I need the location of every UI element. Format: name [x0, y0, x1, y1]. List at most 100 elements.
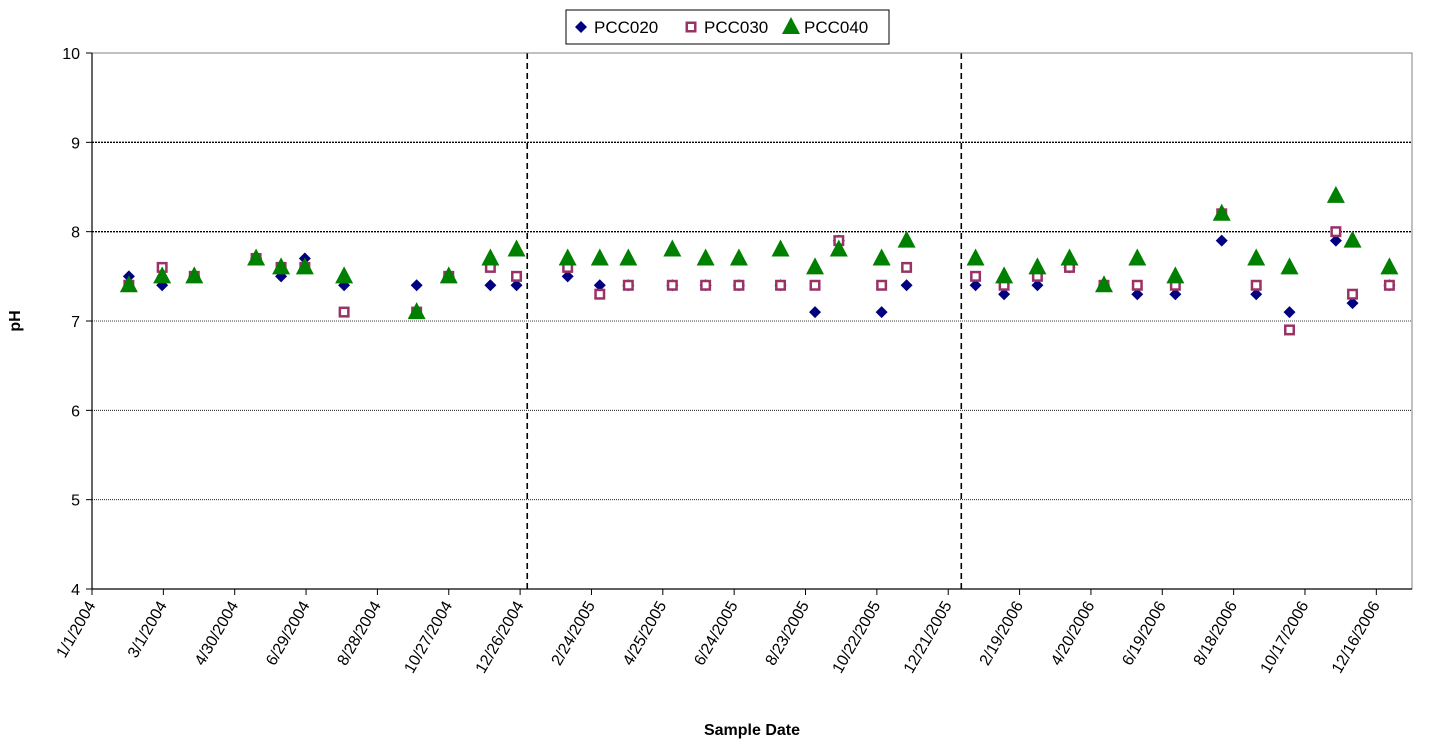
diamond-data-point — [410, 279, 423, 292]
y-tick-label: 6 — [71, 403, 80, 420]
square-data-point-inner — [669, 282, 676, 289]
x-tick-label: 4/20/2006 — [1048, 598, 1098, 668]
legend-triangle-icon — [782, 17, 800, 34]
square-data-point-inner — [1349, 291, 1356, 298]
triangle-data-point — [1326, 185, 1345, 203]
diamond-data-point — [593, 279, 606, 292]
triangle-data-point — [247, 248, 266, 266]
x-tick-label: 2/19/2006 — [977, 598, 1027, 668]
triangle-data-point — [1380, 257, 1399, 275]
square-data-point-inner — [1286, 326, 1293, 333]
diamond-data-point — [998, 288, 1011, 301]
triangle-data-point — [619, 248, 638, 266]
triangle-data-point — [1095, 275, 1113, 293]
x-tick-label: 10/22/2005 — [830, 598, 885, 676]
triangle-data-point — [1343, 230, 1362, 248]
triangle-data-point — [966, 248, 985, 266]
triangle-data-point — [729, 248, 748, 266]
square-data-point — [1347, 288, 1359, 300]
triangle-data-point — [806, 257, 825, 275]
square-data-point — [1330, 226, 1342, 238]
square-data-point — [666, 279, 678, 291]
square-data-point — [809, 279, 821, 291]
triangle-data-point — [507, 239, 526, 257]
grid-layer — [92, 141, 1412, 501]
legend-item-pcc030: PCC030 — [685, 18, 768, 37]
triangle-data-point — [696, 248, 715, 266]
axis-layer — [86, 52, 1412, 595]
triangle-data-point — [663, 239, 682, 257]
diamond-data-point — [510, 279, 523, 292]
square-data-point-inner — [487, 264, 494, 271]
square-data-point — [1169, 279, 1181, 291]
triangle-data-point — [771, 239, 790, 257]
triangle-data-point — [1280, 257, 1299, 275]
square-data-point-inner — [1172, 282, 1179, 289]
x-tick-label: 12/26/2004 — [473, 598, 528, 676]
x-tick-label: 3/1/2004 — [125, 598, 171, 661]
triangle-data-point — [439, 266, 458, 284]
triangle-data-point — [1128, 248, 1147, 266]
y-tick-label: 8 — [71, 225, 80, 242]
diamond-data-point — [900, 279, 913, 292]
triangle-data-point — [1247, 248, 1266, 266]
legend-diamond-icon — [575, 21, 587, 33]
triangle-data-point — [481, 248, 500, 266]
x-tick-label: 6/24/2005 — [691, 598, 741, 668]
data-markers — [119, 185, 1399, 336]
square-data-point-inner — [625, 282, 632, 289]
square-data-point-inner — [564, 264, 571, 271]
legend-item-pcc020: PCC020 — [575, 18, 658, 37]
y-axis-title: pH — [7, 310, 24, 331]
square-data-point — [1064, 261, 1076, 273]
square-data-point — [594, 288, 606, 300]
x-tick-label: 10/17/2006 — [1258, 598, 1313, 676]
square-data-point — [484, 261, 496, 273]
triangle-data-point — [407, 302, 426, 320]
diamond-data-point — [809, 306, 822, 319]
square-data-point — [622, 279, 634, 291]
diamond-data-point — [969, 279, 982, 292]
square-data-point-inner — [878, 282, 885, 289]
square-data-point-inner — [903, 264, 910, 271]
square-data-point-inner — [513, 273, 520, 280]
diamond-data-point — [1346, 297, 1359, 310]
x-tick-label: 8/23/2005 — [763, 598, 813, 668]
square-data-point — [876, 279, 888, 291]
y-tick-label: 4 — [71, 582, 80, 599]
y-tick-label: 5 — [71, 493, 80, 510]
diamond-data-point — [1031, 279, 1044, 292]
triangle-data-point — [1166, 266, 1185, 284]
triangle-data-point — [995, 266, 1014, 284]
square-data-point — [775, 279, 787, 291]
triangle-data-point — [872, 248, 891, 266]
legend-triangle-marker — [782, 17, 800, 34]
triangle-data-point — [558, 248, 577, 266]
square-data-point — [700, 279, 712, 291]
x-tick-label: 4/30/2004 — [192, 598, 242, 668]
square-data-point — [733, 279, 745, 291]
square-data-point — [998, 279, 1010, 291]
diamond-data-point — [561, 270, 574, 283]
y-tick-labels: 4 5 6 7 8 9 10 — [62, 46, 80, 599]
square-data-point-inner — [777, 282, 784, 289]
legend-label-pcc040: PCC040 — [804, 18, 868, 37]
triangle-data-point — [1060, 248, 1079, 266]
legend: PCC020 PCC030 PCC040 — [565, 9, 890, 45]
triangle-data-point — [335, 266, 354, 284]
x-tick-label: 12/21/2005 — [901, 598, 956, 676]
legend-box — [565, 9, 890, 45]
legend-label-pcc020: PCC020 — [594, 18, 658, 37]
square-data-point-inner — [702, 282, 709, 289]
square-data-point — [338, 306, 350, 318]
legend-square-icon-inner — [688, 24, 694, 30]
square-data-point — [511, 270, 523, 282]
y-tick-label: 10 — [62, 46, 80, 63]
diamond-data-point — [1250, 288, 1263, 301]
square-data-point-inner — [1066, 264, 1073, 271]
square-data-point — [1284, 324, 1296, 336]
x-axis-title: Sample Date — [704, 722, 800, 739]
triangle-data-point — [153, 266, 172, 284]
square-data-point-inner — [735, 282, 742, 289]
legend-item-pcc040: PCC040 — [782, 17, 868, 37]
